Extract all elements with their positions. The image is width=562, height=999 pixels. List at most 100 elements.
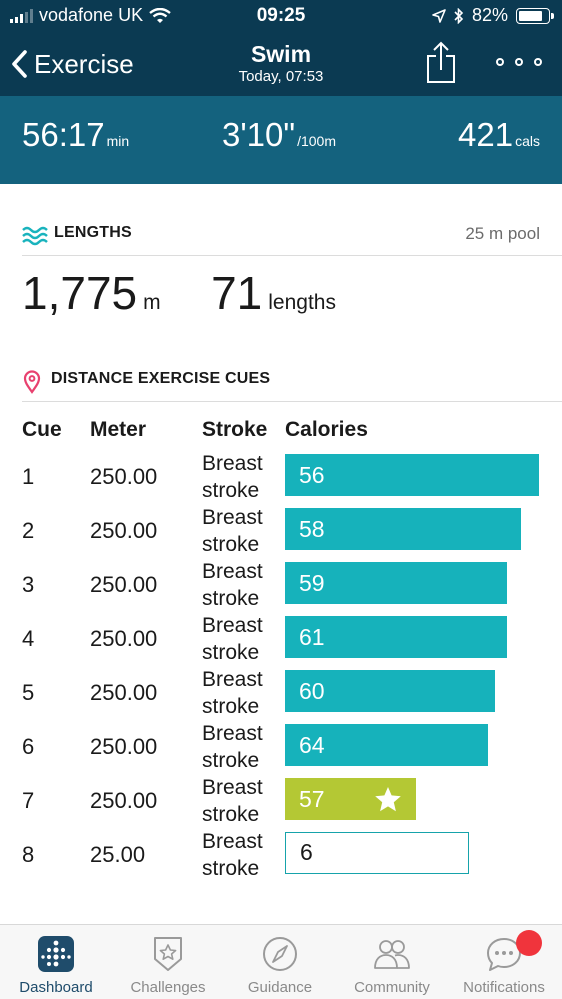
cue-meter: 250.00 bbox=[90, 680, 158, 705]
summary-stats: 56:17 min 3'10"/100m 421 cals bbox=[0, 96, 562, 184]
pool-length: 25 m pool bbox=[465, 224, 540, 243]
stat-duration: 56:17 min bbox=[22, 116, 129, 154]
cue-row: 5 250.00 Breast stroke 60 bbox=[0, 667, 562, 721]
col-header-stroke: Stroke bbox=[202, 418, 268, 441]
waves-icon bbox=[22, 226, 48, 246]
tab-dashboard[interactable]: Dashboard bbox=[0, 925, 112, 999]
tab-notifications[interactable]: Notifications bbox=[448, 925, 560, 999]
battery-percent: 82% bbox=[471, 5, 508, 25]
location-arrow-icon bbox=[432, 8, 446, 23]
cue-meter: 250.00 bbox=[90, 734, 158, 759]
status-left: vodafone UK bbox=[10, 5, 171, 26]
calories-value: 60 bbox=[299, 678, 325, 704]
col-header-meter: Meter bbox=[90, 418, 147, 441]
cue-meter: 250.00 bbox=[90, 788, 158, 813]
community-icon bbox=[374, 940, 410, 969]
distance-value: 1,775 bbox=[22, 267, 138, 319]
calories-bar: 59 bbox=[285, 562, 507, 604]
status-time: 09:25 bbox=[256, 5, 306, 26]
distance-unit: m bbox=[143, 291, 161, 314]
stat-calories-unit: cals bbox=[515, 133, 540, 149]
tab-label: Challenges bbox=[130, 979, 206, 996]
col-header-calories: Calories bbox=[285, 418, 368, 441]
calories-bar: 57 bbox=[285, 778, 416, 820]
cue-meter: 250.00 bbox=[90, 518, 158, 543]
cue-number: 8 bbox=[22, 842, 35, 867]
cue-stroke: Breast stroke bbox=[202, 722, 263, 772]
stat-calories: 421 cals bbox=[458, 116, 540, 154]
calories-value: 56 bbox=[299, 462, 325, 488]
calories-value: 57 bbox=[299, 786, 325, 812]
lengths-values: 1,775 m 71 lengths bbox=[22, 266, 336, 320]
cue-row: 2 250.00 Breast stroke 58 bbox=[0, 505, 562, 559]
col-header-cue: Cue bbox=[22, 418, 62, 441]
cue-stroke: Breast stroke bbox=[202, 614, 263, 664]
lengths-count-unit: lengths bbox=[268, 291, 336, 314]
share-icon bbox=[427, 41, 455, 83]
cellular-signal-icon bbox=[10, 8, 33, 23]
calories-value: 59 bbox=[299, 570, 325, 596]
compass-icon bbox=[263, 937, 297, 971]
calories-value: 6 bbox=[300, 839, 313, 865]
cue-stroke: Breast stroke bbox=[202, 506, 263, 556]
cue-number: 6 bbox=[22, 734, 35, 759]
chevron-left-icon bbox=[12, 50, 27, 78]
tab-label: Community bbox=[354, 979, 430, 996]
carrier-label: vodafone UK bbox=[39, 5, 144, 25]
tab-guidance[interactable]: Guidance bbox=[224, 925, 336, 999]
back-label: Exercise bbox=[34, 48, 134, 79]
tab-community[interactable]: Community bbox=[336, 925, 448, 999]
tab-label: Dashboard bbox=[19, 979, 93, 996]
tab-challenges[interactable]: Challenges bbox=[112, 925, 224, 999]
cue-number: 5 bbox=[22, 680, 35, 705]
cue-row: 7 250.00 Breast stroke 57 bbox=[0, 775, 562, 829]
more-dot-icon bbox=[515, 58, 523, 66]
cue-row: 8 25.00 Breast stroke 6 bbox=[0, 829, 562, 883]
cue-stroke: Breast stroke bbox=[202, 830, 263, 880]
cues-section-header: DISTANCE EXERCISE CUES bbox=[22, 366, 562, 402]
cue-stroke: Breast stroke bbox=[202, 776, 263, 826]
calories-bar: 56 bbox=[285, 454, 539, 496]
stat-calories-value: 421 bbox=[458, 116, 514, 153]
cue-meter: 25.00 bbox=[90, 842, 146, 867]
cue-number: 1 bbox=[22, 464, 35, 489]
calories-bar: 61 bbox=[285, 616, 507, 658]
calories-value: 58 bbox=[299, 516, 325, 542]
cue-stroke: Breast stroke bbox=[202, 668, 263, 718]
cue-stroke: Breast stroke bbox=[202, 560, 263, 610]
more-dot-icon bbox=[496, 58, 504, 66]
location-pin-icon bbox=[23, 370, 41, 394]
stat-pace: 3'10"/100m bbox=[222, 116, 336, 154]
stat-duration-value: 56:17 bbox=[22, 116, 105, 153]
tab-bar: Dashboard Challenges Guidance Community … bbox=[0, 924, 562, 999]
cue-meter: 250.00 bbox=[90, 626, 158, 651]
cue-row: 1 250.00 Breast stroke 56 bbox=[0, 451, 562, 505]
dashboard-icon bbox=[38, 936, 74, 972]
lengths-section-header: LENGTHS 25 m pool bbox=[22, 220, 562, 256]
cue-row: 4 250.00 Breast stroke 61 bbox=[0, 613, 562, 667]
cue-number: 2 bbox=[22, 518, 35, 543]
more-dot-icon bbox=[534, 58, 542, 66]
cues-heading: DISTANCE EXERCISE CUES bbox=[51, 370, 271, 387]
lengths-heading: LENGTHS bbox=[54, 224, 132, 241]
status-right: 82% bbox=[432, 5, 554, 26]
lengths-count-value: 71 bbox=[211, 267, 263, 319]
calories-value: 64 bbox=[299, 732, 325, 758]
cue-meter: 250.00 bbox=[90, 572, 158, 597]
battery-icon bbox=[516, 7, 554, 24]
tab-label: Guidance bbox=[247, 979, 313, 996]
calories-bar: 6 bbox=[285, 832, 469, 874]
stat-duration-unit: min bbox=[106, 133, 130, 149]
cue-meter: 250.00 bbox=[90, 464, 158, 489]
cue-row: 3 250.00 Breast stroke 59 bbox=[0, 559, 562, 613]
bluetooth-icon bbox=[454, 7, 464, 24]
star-icon bbox=[375, 787, 401, 812]
share-button[interactable] bbox=[424, 40, 458, 84]
calories-bar: 64 bbox=[285, 724, 488, 766]
wifi-icon bbox=[149, 7, 171, 23]
cue-number: 3 bbox=[22, 572, 35, 597]
more-button[interactable] bbox=[496, 50, 542, 74]
notification-badge bbox=[516, 930, 542, 956]
back-button[interactable]: Exercise bbox=[10, 44, 134, 84]
cue-number: 7 bbox=[22, 788, 35, 813]
